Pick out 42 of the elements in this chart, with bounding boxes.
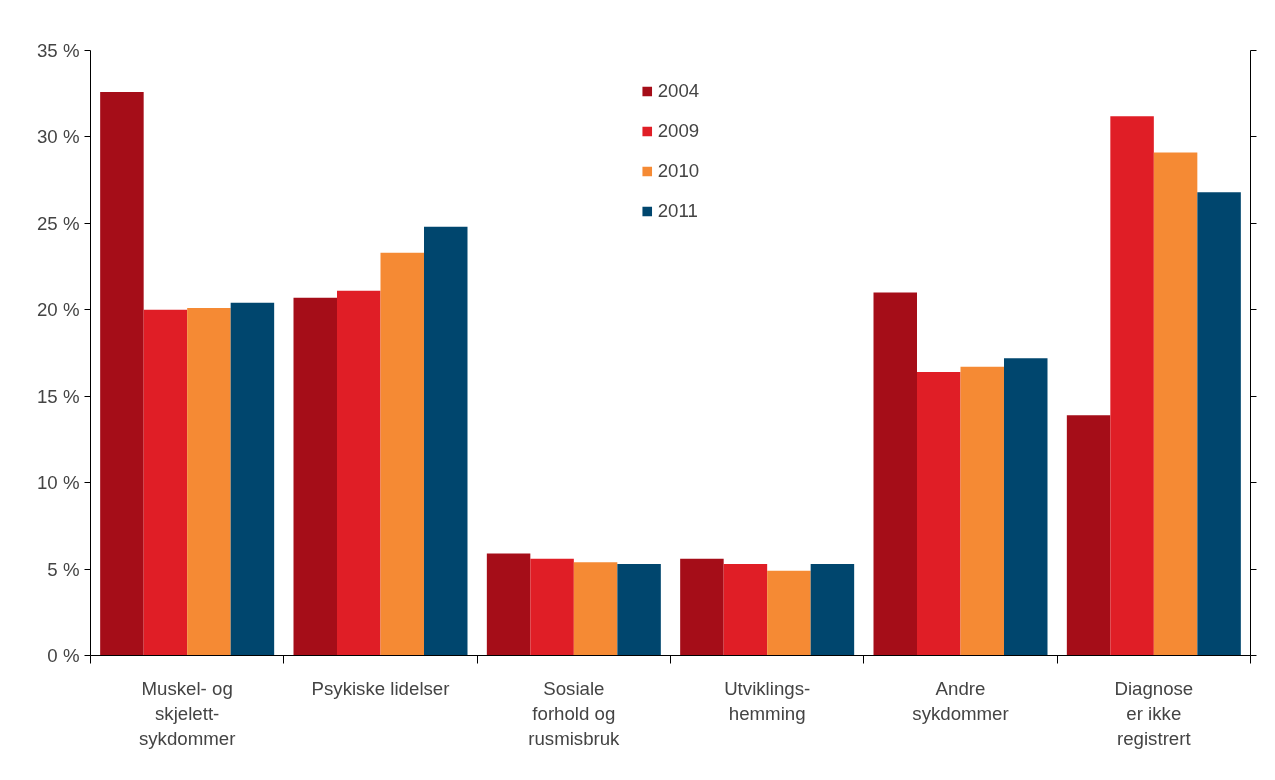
bar [380, 252, 424, 656]
bar [917, 372, 961, 656]
bar [1197, 192, 1241, 656]
bar [960, 366, 1004, 656]
x-tick-label: Diagnose er ikke registrert [1114, 677, 1194, 749]
bar [187, 308, 231, 656]
y-tick-label: 35 % [36, 40, 80, 61]
legend-label: 2011 [657, 200, 698, 222]
bar [873, 292, 917, 656]
y-tick-label: 15 % [36, 385, 80, 407]
x-tick-label: Sosiale forhold og rusmisbruk [528, 677, 621, 749]
bar [1153, 152, 1198, 656]
bar [1110, 116, 1154, 656]
bar [100, 91, 144, 656]
legend-label: 2010 [657, 160, 700, 182]
bar [573, 562, 618, 656]
bar [767, 570, 811, 656]
bar [530, 558, 574, 656]
y-tick-label: 30 % [36, 126, 80, 148]
legend-label: 2004 [657, 80, 700, 102]
bar [617, 563, 661, 656]
y-tick-label: 20 % [36, 299, 80, 321]
bar [1004, 358, 1048, 656]
y-tick-label: 25 % [36, 212, 80, 234]
x-tick-label: Andre sykdommer [912, 677, 1009, 724]
y-tick-label: 10 % [36, 472, 80, 494]
bar [810, 563, 855, 656]
y-tick-label: 5 % [47, 558, 80, 580]
y-tick-label: 0 % [47, 645, 80, 666]
bar [723, 563, 768, 656]
x-tick-label: Muskel- og skjelett- sykdommer [138, 677, 236, 749]
legend-label: 2009 [657, 120, 700, 142]
bar [486, 553, 531, 656]
bar [230, 302, 275, 656]
x-tick-label: Psykiske lidelser [311, 677, 450, 699]
bar [293, 297, 337, 656]
bar [424, 226, 468, 656]
x-tick-label: Utviklings- hemming [724, 677, 811, 724]
bar [680, 558, 724, 656]
bar [143, 309, 188, 656]
bar [337, 290, 381, 656]
bar [1066, 415, 1111, 656]
